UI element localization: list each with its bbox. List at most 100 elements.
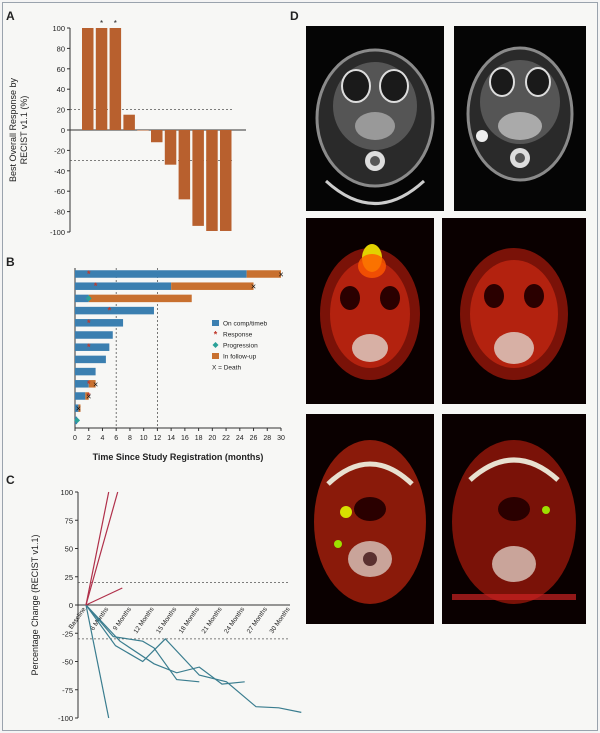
- legend-label: In follow-up: [223, 354, 257, 361]
- swimmer-bar-on-treatment: [75, 367, 96, 376]
- legend-swatch-response: *: [214, 330, 218, 340]
- swimmer-x-tick-label: 16: [181, 435, 189, 442]
- death-marker: ×: [86, 392, 91, 402]
- spider-y-tick-label: -25: [62, 629, 73, 638]
- swimmer-bar-on-treatment: [75, 380, 89, 388]
- swimmer-bar-follow-up: [88, 294, 192, 303]
- waterfall-y-tick-label: 100: [52, 24, 65, 33]
- spider-series-line-decrease: [85, 604, 302, 713]
- swimmer-bar-on-treatment: [75, 306, 154, 315]
- waterfall-bar: [109, 28, 122, 130]
- swimmer-x-tick-label: 22: [222, 435, 230, 442]
- waterfall-bar: [164, 130, 177, 165]
- waterfall-bar: [151, 130, 163, 143]
- spider-series-line-increase: [85, 491, 110, 606]
- spider-x-tick-label: 18 Months: [178, 606, 202, 635]
- swimmer-bar-on-treatment: [75, 404, 79, 412]
- response-marker: *: [108, 306, 112, 316]
- spider-y-tick-label: 0: [69, 601, 73, 610]
- swimmer-bar-on-treatment: [75, 355, 106, 364]
- response-marker: *: [87, 379, 91, 389]
- pet-scan-baseline-upper: [306, 218, 434, 404]
- progression-marker: [74, 417, 81, 424]
- swimmer-x-tick-label: 8: [128, 435, 132, 442]
- waterfall-bar: [206, 130, 218, 231]
- spider-y-tick-label: 100: [60, 488, 73, 497]
- waterfall-bar: [192, 130, 204, 226]
- swimmer-bar-follow-up: [88, 380, 96, 388]
- spider-x-tick-label: 27 Months: [246, 606, 270, 635]
- swimmer-x-tick-label: 30: [277, 435, 285, 442]
- legend-swatch-progression: [212, 342, 219, 348]
- waterfall-bar: [123, 114, 135, 130]
- death-marker: ×: [93, 379, 98, 389]
- death-marker: ×: [251, 282, 256, 292]
- spider-y-tick-label: 75: [65, 516, 73, 525]
- response-marker: *: [87, 318, 91, 328]
- pet-scan-followup-lower: [442, 414, 586, 624]
- spider-x-tick-label: 12 Months: [132, 606, 156, 635]
- waterfall-asterisk: *: [114, 19, 117, 28]
- swimmer-x-tick-label: 24: [236, 435, 244, 442]
- waterfall-y-tick-label: 20: [57, 106, 65, 115]
- spider-series-line-decrease: [85, 604, 110, 719]
- pet-scan-followup-upper: [442, 218, 586, 404]
- waterfall-ylabel-line2: RECIST v1.1 (%): [19, 96, 29, 165]
- legend-swatch-on-treatment: [212, 320, 219, 326]
- legend-swatch-follow-up: [212, 353, 219, 359]
- spider-series-line-increase: [85, 491, 119, 606]
- swimmer-bar-on-treatment: [75, 270, 247, 278]
- swimmer-bar-on-treatment: [75, 331, 113, 339]
- legend-label: X = Death: [212, 365, 241, 372]
- response-marker: *: [94, 281, 98, 291]
- waterfall-y-tick-label: 80: [57, 44, 65, 53]
- death-marker: ×: [278, 270, 283, 280]
- waterfall-y-tick-label: -100: [50, 228, 65, 237]
- legend-label: Progression: [223, 343, 258, 350]
- spider-chart: Percentage Change (RECIST v1.1) 100 75 50 2…: [30, 488, 302, 723]
- swimmer-x-tick-label: 18: [195, 435, 203, 442]
- waterfall-bar: [137, 130, 149, 131]
- swimmer-bar-follow-up: [171, 282, 254, 290]
- waterfall-y-tick-label: 0: [61, 126, 65, 135]
- spider-y-tick-label: -75: [62, 686, 73, 695]
- swimmer-x-tick-label: 0: [73, 435, 77, 442]
- waterfall-y-tick-label: -80: [54, 208, 65, 217]
- panel-label-d: D: [290, 9, 299, 23]
- waterfall-bar: [82, 28, 94, 130]
- waterfall-bar: [95, 28, 108, 130]
- response-marker: *: [87, 269, 91, 279]
- swimmer-x-tick-label: 10: [140, 435, 148, 442]
- panel-label-b: B: [6, 255, 15, 269]
- waterfall-ylabel-line1: Best Overall Response by: [8, 77, 18, 182]
- swimmer-x-tick-label: 4: [101, 435, 105, 442]
- panel-label-c: C: [6, 473, 15, 487]
- swimmer-bar-on-treatment: [75, 343, 110, 351]
- swimmer-bar-on-treatment: [75, 392, 86, 400]
- swimmer-bar-on-treatment: [75, 319, 124, 327]
- spider-ylabel: Percentage Change (RECIST v1.1): [30, 535, 40, 676]
- ct-scan-followup: [454, 26, 586, 211]
- legend-label: Response: [223, 332, 253, 339]
- progression-marker: [85, 295, 92, 302]
- waterfall-y-tick-label: -20: [54, 146, 65, 155]
- legend-label: On comp/timeb: [223, 321, 267, 328]
- swimmer-x-tick-label: 28: [263, 435, 271, 442]
- spider-x-tick-label: 30 Months: [268, 606, 292, 635]
- spider-y-tick-label: -50: [62, 658, 73, 667]
- panel-label-a: A: [6, 9, 15, 23]
- waterfall-bar: [220, 130, 232, 231]
- spider-x-tick-label: 9 Months: [112, 606, 133, 633]
- swimmer-x-tick-label: 12: [154, 435, 162, 442]
- waterfall-bar: [178, 130, 191, 200]
- waterfall-y-tick-label: -40: [54, 167, 65, 176]
- swimmer-xlabel: Time Since Study Registration (months): [93, 452, 264, 462]
- swimmer-x-tick-label: 14: [167, 435, 175, 442]
- spider-x-tick-label: 24 Months: [223, 606, 247, 635]
- swimmer-chart: Time Since Study Registration (months) 0…: [73, 268, 285, 462]
- spider-series-line-decrease: [85, 604, 245, 685]
- response-marker: *: [87, 342, 91, 352]
- pet-scan-baseline-lower: [306, 414, 434, 624]
